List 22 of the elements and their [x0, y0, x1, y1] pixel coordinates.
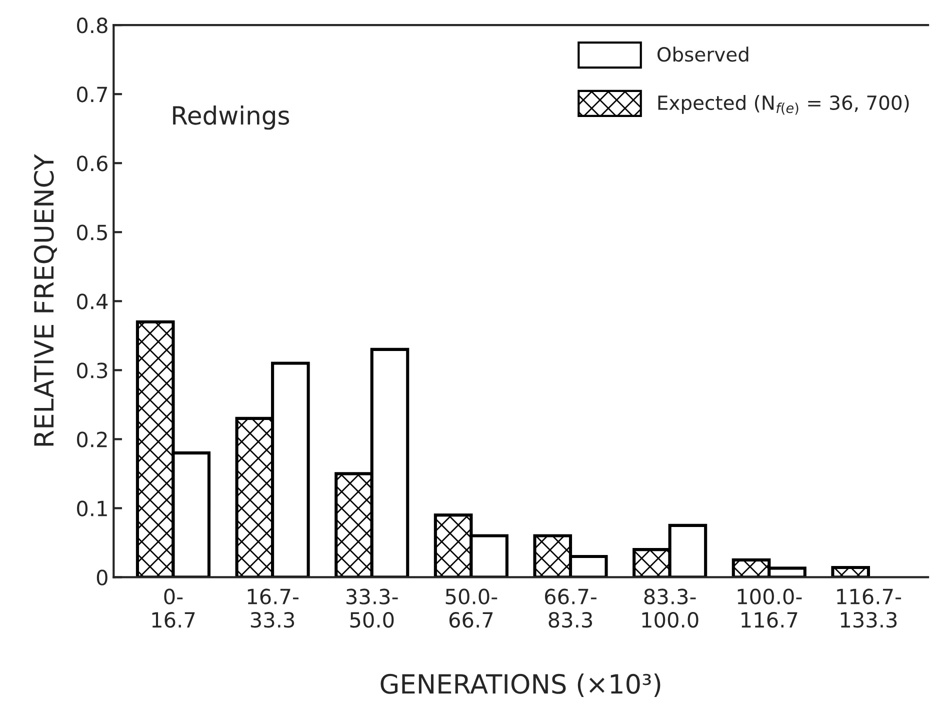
y-tick-label: 0.1 [77, 500, 107, 516]
x-tick-label: 16.7- 33.3 [248, 588, 298, 628]
y-axis-title: RELATIVE FREQUENCY [34, 154, 57, 446]
x-tick-label: 50.0- 66.7 [446, 588, 498, 628]
x-tick-label: 83.3- 100.0 [642, 588, 698, 628]
legend-label: Expected (N$_{f(e)}$ = 36, 700) [658, 95, 909, 115]
x-tick-label: 116.7- 133.3 [837, 588, 902, 628]
y-tick-label: 0.6 [77, 156, 108, 172]
legend-label: Observed [658, 46, 748, 62]
annotation: Redwings [173, 105, 290, 130]
y-tick-label: 0.8 [77, 18, 108, 34]
x-tick-label: 66.7- 83.3 [545, 588, 596, 628]
x-tick-label: 0- 16.7 [152, 588, 195, 628]
y-tick-label: 0.4 [77, 294, 108, 310]
x-tick-label: 100.0- 116.7 [738, 588, 802, 628]
y-tick-label: 0 [96, 570, 108, 586]
y-tick-label: 0.2 [77, 432, 107, 448]
y-tick-label: 0.3 [77, 362, 108, 378]
y-tick-label: 0.7 [77, 86, 107, 102]
x-tick-label: 33.3- 50.0 [346, 588, 398, 628]
y-tick-label: 0.5 [77, 224, 107, 240]
x-axis-title: GENERATIONS (×10³) [380, 673, 660, 697]
